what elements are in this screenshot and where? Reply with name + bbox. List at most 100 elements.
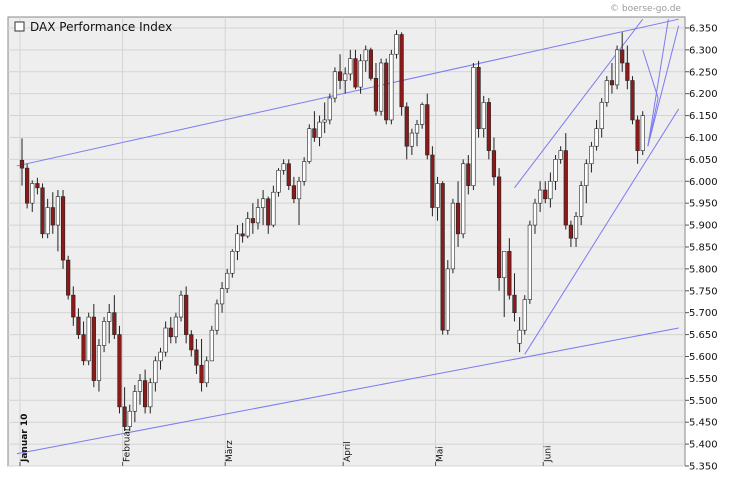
candle-body-up — [101, 321, 107, 346]
candle-body-up — [317, 121, 322, 138]
y-tick-label: 6.200 — [689, 89, 718, 100]
candle-body-down — [476, 67, 481, 130]
candle — [609, 62, 615, 94]
candle — [507, 238, 512, 300]
candle-body-down — [266, 198, 271, 226]
candle-body-up — [302, 161, 307, 182]
chart-legend: DAX Performance Index — [14, 20, 172, 34]
candle — [127, 404, 132, 431]
candle — [107, 303, 112, 344]
x-tick-label: Juni — [543, 445, 553, 463]
candle — [532, 198, 538, 234]
candle — [117, 325, 122, 414]
candle — [604, 76, 609, 107]
candle — [204, 356, 209, 388]
candle-body-up — [322, 119, 327, 123]
candle-body-up — [296, 180, 302, 200]
candle — [517, 317, 522, 353]
candle-body-up — [414, 124, 420, 134]
candle-body-up — [548, 180, 553, 200]
candle-body-down — [117, 334, 122, 408]
y-tick-label: 5.750 — [689, 286, 718, 297]
candle — [296, 176, 302, 226]
candle — [348, 49, 353, 81]
candle — [461, 159, 466, 239]
candle — [409, 128, 414, 155]
candle — [214, 299, 220, 335]
candle — [302, 157, 307, 186]
candle-body-down — [635, 119, 640, 151]
plot-area — [7, 16, 686, 467]
candle — [225, 268, 230, 293]
candle-body-up — [558, 150, 563, 160]
candle — [271, 185, 276, 228]
candle-body-up — [55, 196, 61, 226]
candle-body-up — [394, 34, 399, 55]
candle — [614, 45, 620, 90]
candle-body-down — [81, 334, 86, 362]
candle-body-up — [137, 380, 143, 392]
candle-body-up — [343, 73, 348, 81]
candle — [261, 190, 266, 226]
candle-body-down — [66, 259, 71, 296]
candle-body-down — [76, 316, 81, 335]
candle-body-up — [553, 159, 558, 182]
candle — [394, 30, 399, 59]
candle-body-up — [245, 218, 250, 237]
trend-line — [647, 25, 680, 147]
candle — [158, 347, 163, 370]
y-tick-label: 5.650 — [689, 330, 718, 341]
candle-body-down — [563, 150, 568, 226]
candle-body-down — [250, 218, 255, 224]
candle-body-down — [620, 49, 625, 64]
candle — [209, 325, 214, 362]
candle — [573, 211, 579, 247]
candle — [245, 211, 250, 239]
candle-body-down — [455, 202, 461, 235]
candle-body-up — [107, 312, 112, 322]
x-tick-label: Mai — [436, 446, 446, 462]
y-tick-label: 5.350 — [689, 462, 718, 473]
candle-body-up — [358, 60, 363, 88]
candle — [399, 32, 404, 116]
candle-body-down — [440, 183, 445, 331]
y-tick-label: 5.450 — [689, 418, 718, 429]
y-axis: 5.350 5.400 5.450 5.500 5.550 5.600 5.650 5.700… — [685, 23, 718, 473]
candle-body-down — [199, 364, 204, 384]
watermark-text: © boerse-go.de — [610, 4, 681, 14]
candle-body-down — [337, 71, 343, 81]
y-tick-label: 5.700 — [689, 308, 718, 319]
candle-body-up — [604, 80, 609, 103]
candles — [19, 30, 645, 431]
y-tick-label: 6.250 — [689, 67, 718, 78]
candle-body-up — [502, 251, 507, 278]
candle — [594, 119, 599, 151]
candle — [363, 45, 368, 72]
x-tick-label: März — [225, 440, 235, 462]
candle-body-down — [240, 233, 245, 237]
candle-body-down — [194, 349, 199, 366]
candle-body-down — [19, 159, 25, 169]
candle-body-down — [404, 106, 409, 147]
candle-body-up — [225, 272, 230, 289]
candle-body-down — [373, 78, 379, 112]
candle — [291, 176, 296, 204]
candle — [502, 251, 507, 318]
trend-line — [647, 19, 669, 147]
grid-lines — [8, 17, 685, 467]
candle — [491, 137, 497, 186]
candle-body-up — [281, 163, 286, 171]
candle — [153, 356, 158, 392]
candle-body-down — [625, 62, 630, 81]
candle — [496, 168, 502, 291]
candle-body-up — [471, 67, 476, 186]
candle — [189, 330, 194, 357]
candle — [558, 146, 563, 164]
y-tick-label: 5.500 — [689, 396, 718, 407]
legend-swatch — [14, 21, 25, 32]
candle-body-down — [189, 334, 194, 351]
candle — [620, 32, 625, 72]
candle — [368, 47, 373, 81]
trend-line — [642, 49, 659, 99]
candle-body-up — [517, 329, 522, 344]
